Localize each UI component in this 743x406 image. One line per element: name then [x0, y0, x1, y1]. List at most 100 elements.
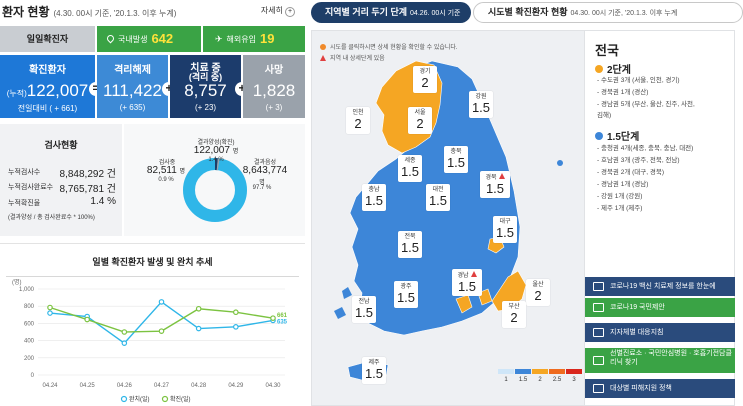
testing-unit: 명: [179, 169, 186, 175]
region-level: 1.5: [485, 181, 505, 196]
test-donut-chart: [183, 158, 247, 222]
data-point: [158, 328, 165, 334]
citizen-proposal-button[interactable]: 코로나19 국민제안: [585, 298, 735, 317]
region-badge[interactable]: 광주 1.5: [394, 281, 418, 308]
region-level: 2: [421, 75, 429, 90]
positive-pct: 1.4 %: [208, 157, 224, 163]
region-level: 2: [534, 288, 542, 303]
tab-distancing-level[interactable]: 지역별 거리 두기 단계 04.26. 00시 기준: [311, 2, 471, 23]
region-badge[interactable]: 경북 1.5: [480, 171, 510, 198]
region-level: 2: [416, 116, 424, 131]
region-badge[interactable]: 경남 1.5: [452, 269, 482, 296]
level15-title: 1.5단계: [607, 132, 640, 143]
map-warn-legend: 지역 내 상세단계 있음: [320, 53, 385, 62]
map-gyeongnam-patch[interactable]: [455, 294, 473, 314]
negative-unit: 명: [259, 180, 265, 186]
region-badge[interactable]: 충남 1.5: [362, 184, 386, 211]
deaths-value: 1,828: [252, 81, 296, 100]
region-badge[interactable]: 전남 1.5: [352, 296, 376, 323]
region-level: 1.5: [446, 155, 466, 170]
region-name: 대전: [432, 187, 444, 193]
y-tick-label: 600: [24, 321, 35, 327]
hospital-icon: [593, 356, 604, 365]
released-change: (+ 635): [119, 103, 146, 112]
region-name: 인천: [352, 110, 364, 116]
test-status-row: 검사현황 누적검사수 8,848,292 건 누적검사완료수 8,765,781 건…: [0, 124, 305, 236]
level15-item: - 강원 1개 (강원): [597, 193, 643, 200]
x-tick-label: 04.24: [42, 383, 58, 389]
region-badge[interactable]: 서울 2: [408, 107, 432, 134]
positive-unit: 명: [232, 149, 239, 155]
level2-item: - 수도권 3개 (서울, 인천, 경기): [597, 77, 680, 84]
region-name: 경기: [419, 69, 431, 75]
data-point: [84, 316, 90, 323]
tab-regional-cases[interactable]: 시도별 확진환자 현황 04.30. 00시 기준, '20.1.3. 이후 누계: [473, 2, 743, 23]
region-badge[interactable]: 대구 1.5: [493, 216, 517, 243]
region-level: 1.5: [428, 193, 448, 208]
local-guidelines-button[interactable]: 지자체별 대응지침: [585, 323, 735, 342]
folder-icon: [593, 384, 604, 393]
y-tick-label: 800: [24, 304, 35, 310]
region-badge[interactable]: 울산 2: [526, 279, 550, 306]
region-name: 서울: [414, 110, 426, 116]
legend-label: 완치(일): [129, 395, 150, 403]
positive-value: 122,007 명: [180, 145, 252, 156]
testing-number: 82,511: [146, 165, 177, 176]
trend-chart-section: 일별 확진환자 발생 및 완치 추세 (명) 0 200 400 600 800 1,000…: [0, 243, 305, 406]
isolated-label-sub: (격리 중): [188, 72, 223, 82]
more-link[interactable]: 자세히 +: [261, 5, 295, 17]
test-donut-box: 결과양성(확진) 122,007 명 1.4 % 검사중 82,511 명 0.…: [124, 124, 305, 236]
region-badge[interactable]: 충북 1.5: [444, 146, 468, 173]
data-point: [270, 315, 276, 321]
region-name: 경북: [480, 173, 510, 182]
negative-label: 결과음성: [253, 160, 277, 166]
test-status-box: 검사현황 누적검사수 8,848,292 건 누적검사완료수 8,765,781 건…: [0, 124, 122, 236]
scale-swatch: [549, 369, 565, 374]
y-tick-label: 1,000: [19, 287, 35, 293]
data-point: [121, 329, 128, 335]
region-badge[interactable]: 부산 2: [502, 301, 526, 328]
region-badge[interactable]: 대전 1.5: [426, 184, 450, 211]
support-policy-button[interactable]: 대상별 피해지원 정책: [585, 379, 735, 398]
positive-number: 122,007: [193, 145, 230, 156]
overseas-value: 19: [260, 31, 275, 46]
region-badge[interactable]: 경기 2: [413, 66, 437, 93]
tab-date: 04.26. 00시 기준: [410, 10, 461, 17]
region-name: 경남: [452, 271, 482, 280]
button-label: 대상별 피해지원 정책: [610, 385, 672, 392]
location-pin-icon: [105, 33, 116, 44]
button-label: 선별진료소 · 국민안심병원 · 호흡기전담클리닉 찾기: [610, 350, 732, 366]
end-value-label: 661: [277, 313, 288, 319]
level15-heading: 1.5단계: [595, 128, 639, 143]
tab-date: 04.30. 00시 기준, '20.1.3. 이후 누계: [570, 10, 678, 17]
map-island[interactable]: [342, 287, 352, 299]
region-badge[interactable]: 인천 2: [346, 107, 370, 134]
region-badge[interactable]: 전북 1.5: [398, 231, 422, 258]
region-badge[interactable]: 세종 1.5: [398, 155, 422, 182]
overseas-cases: ✈ 해외유입 19: [203, 26, 305, 52]
region-level: 1.5: [495, 225, 515, 240]
isolated-card: 치료 중 (격리 중) 8,757 (+ 23): [170, 55, 241, 118]
legend-marker: [120, 395, 128, 403]
region-level: 1.5: [364, 193, 384, 208]
domestic-value: 642: [151, 31, 174, 46]
region-badge[interactable]: 강원 1.5: [469, 91, 493, 118]
y-tick-label: 200: [24, 356, 35, 362]
map-ulleung[interactable]: [557, 160, 563, 166]
positive-label: 결과양성(확진): [197, 140, 235, 146]
panel-subtitle: (4.30. 00시 기준, '20.1.3. 이후 누계): [53, 9, 177, 18]
level15-item: - 충청권 4개(세종, 충북, 충남, 대전): [597, 145, 694, 152]
released-card: 격리해제 111,422 (+ 635): [97, 55, 168, 118]
region-badge[interactable]: 제주 1.5: [362, 357, 386, 384]
y-tick-label: 0: [31, 373, 35, 379]
negative-value: 8,643,774: [242, 165, 288, 176]
tab-label: 시도별 확진환자 현황: [488, 7, 568, 17]
region-name: 울산: [532, 282, 544, 288]
clinic-finder-button[interactable]: 선별진료소 · 국민안심병원 · 호흡기전담클리닉 찾기: [585, 348, 735, 373]
data-point: [195, 305, 202, 312]
region-level: 1.5: [457, 279, 477, 294]
map-island[interactable]: [334, 307, 346, 319]
vaccine-info-button[interactable]: 코로나19 백신 치료제 정보를 한눈에: [585, 277, 735, 296]
confirmed-label: 확진환자: [29, 65, 66, 76]
x-tick-label: 04.27: [154, 383, 170, 389]
